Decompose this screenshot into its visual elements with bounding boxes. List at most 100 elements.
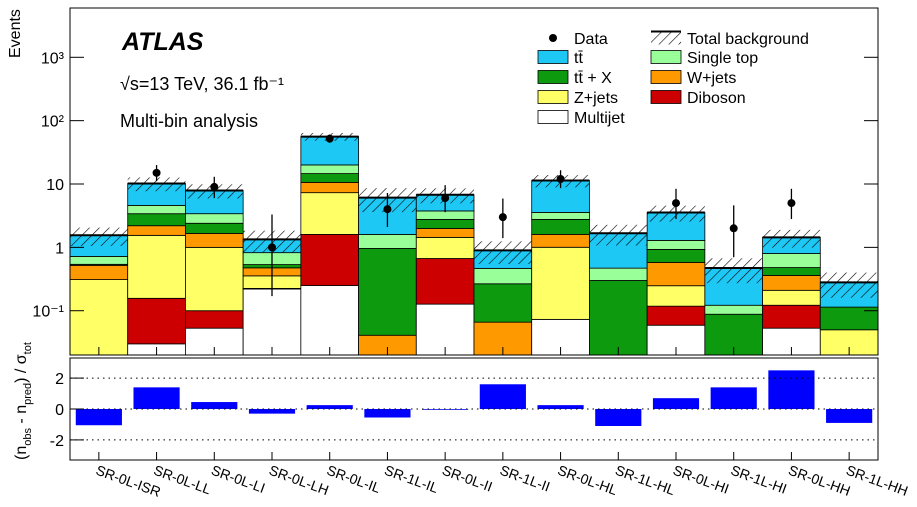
background-uncertainty <box>704 258 763 284</box>
legend-label: Total background <box>687 31 809 48</box>
ratio-y-label-part: obs <box>22 428 34 446</box>
stack-segment <box>646 239 706 250</box>
stack-segment <box>762 267 821 276</box>
data-point <box>268 243 276 252</box>
ratio-y-label-part: ) / σ <box>13 354 30 383</box>
x-tick-label: SR-0L-LI <box>209 462 267 496</box>
y-tick-label: 10² <box>41 114 65 131</box>
ratio-bar <box>652 398 700 409</box>
stack-segment <box>762 304 821 329</box>
stack-segment <box>415 219 475 229</box>
x-tick-label: SR-1L-HI <box>729 462 789 497</box>
stack-segment <box>185 222 244 234</box>
stack-segment <box>300 164 359 174</box>
x-tick-label: SR-0L-IL <box>325 462 383 496</box>
legend-swatch <box>650 90 682 104</box>
ratio-bar <box>306 405 353 409</box>
stack-segment <box>415 228 475 238</box>
analysis-label: Multi-bin analysis <box>120 111 258 131</box>
legend-label: Multijet <box>574 110 625 127</box>
ratio-bar <box>248 409 296 414</box>
stack-segment <box>69 279 129 356</box>
y-tick-label: 10³ <box>41 50 65 67</box>
stack-segment <box>762 275 821 291</box>
stack-segment <box>300 234 359 286</box>
legend-label: W+jets <box>687 70 736 87</box>
stack-segment <box>127 234 186 299</box>
data-point <box>441 194 450 203</box>
stack-segment <box>300 182 359 194</box>
ratio-bar <box>364 409 411 418</box>
stack-segment <box>242 288 302 356</box>
x-tick-label: SR-0L-HL <box>556 462 620 498</box>
ratio-y-axis-label: (nobs - npred) / σtot <box>13 342 34 460</box>
ratio-y-label-part: tot <box>22 342 34 354</box>
x-tick-label: SR-0L-HI <box>671 462 731 497</box>
stack-segment <box>127 297 186 345</box>
stack-segment <box>646 305 706 326</box>
stack-segment <box>415 236 475 259</box>
stack-segment <box>646 262 706 287</box>
x-tick-label: SR-1L-IL <box>382 462 440 496</box>
stack-segment <box>127 225 186 236</box>
stack-segment <box>531 218 590 235</box>
ratio-bar <box>826 409 873 423</box>
data-point <box>556 174 565 183</box>
stack-segment <box>415 210 475 220</box>
legend-swatch <box>650 50 682 64</box>
background-uncertainty <box>762 229 821 248</box>
stack-segment <box>185 246 244 312</box>
stack-segment <box>358 248 417 336</box>
legend-swatch <box>537 90 569 104</box>
ratio-y-label-part: - n <box>13 405 30 428</box>
x-tick-label: SR-0L-LH <box>267 462 331 498</box>
x-tick-label: SR-1L-HH <box>844 462 910 499</box>
background-uncertainty <box>474 241 532 265</box>
stack-segment <box>69 264 129 280</box>
background-uncertainty <box>589 224 648 246</box>
energy-label: √s=13 TeV, 36.1 fb⁻¹ <box>120 74 284 94</box>
data-point <box>787 199 796 208</box>
data-point <box>729 224 738 233</box>
stack-segment <box>473 267 533 285</box>
y-tick-label: 10⁻¹ <box>32 304 64 321</box>
stack-segment <box>69 256 129 265</box>
x-tick-label: SR-0L-ISR <box>94 462 163 500</box>
background-uncertainty <box>70 227 128 247</box>
x-tick-label: SR-1L-II <box>498 462 552 495</box>
stack-segment <box>646 249 706 263</box>
x-tick-label: SR-0L-II <box>440 462 494 495</box>
legend-label: Diboson <box>687 90 746 107</box>
stack-segment <box>704 304 763 315</box>
stack-segment <box>415 258 475 305</box>
stack-segment <box>531 233 590 248</box>
legend-label: Single top <box>687 50 758 67</box>
stack-segment <box>185 233 244 248</box>
legend-label: Data <box>574 31 608 48</box>
legend-label: Z+jets <box>574 90 618 107</box>
ratio-bar <box>191 402 238 409</box>
ratio-bar <box>537 405 584 409</box>
legend-data-marker <box>549 34 557 42</box>
y-axis-label: Events <box>7 9 24 58</box>
data-point <box>498 213 507 222</box>
stack-segment <box>127 204 186 215</box>
data-point <box>383 205 392 214</box>
stack-segment <box>762 253 821 268</box>
data-point <box>325 134 334 143</box>
stack-segment <box>127 213 186 227</box>
main-frame <box>69 7 879 356</box>
legend-swatch <box>650 70 682 84</box>
legend-swatch <box>537 110 569 124</box>
y-tick-label: 1 <box>55 240 64 257</box>
stack-segment <box>762 289 821 306</box>
ratio-bar <box>595 409 642 426</box>
experiment-label: ATLAS <box>121 28 204 56</box>
data-point <box>210 182 219 191</box>
data-point <box>672 199 680 208</box>
legend-label: tt̄ <box>574 50 583 67</box>
data-point <box>152 168 161 177</box>
ratio-bar <box>710 387 757 409</box>
